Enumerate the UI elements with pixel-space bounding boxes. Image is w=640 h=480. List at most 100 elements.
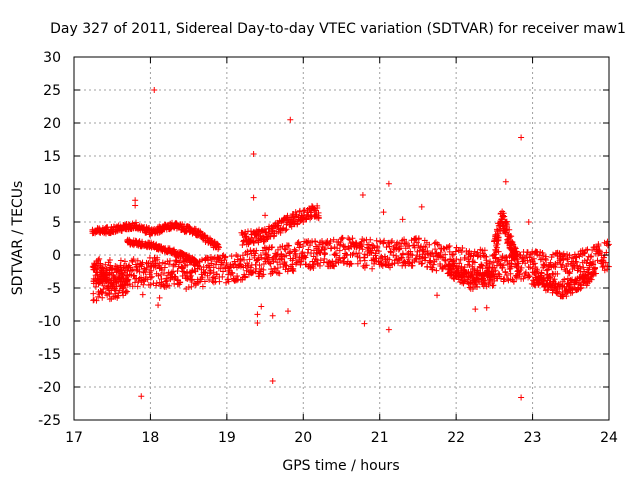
data-point	[188, 269, 195, 276]
data-point	[459, 244, 466, 251]
data-point	[581, 249, 588, 256]
data-point	[383, 244, 390, 251]
data-point	[540, 252, 547, 259]
data-point	[512, 244, 519, 251]
data-point	[442, 251, 449, 258]
data-point	[587, 275, 594, 282]
data-point	[237, 255, 244, 262]
data-point	[247, 247, 254, 254]
data-point	[322, 245, 329, 252]
data-point	[98, 264, 105, 271]
data-point	[249, 236, 256, 243]
data-point	[90, 290, 97, 297]
data-point	[321, 251, 328, 258]
data-point	[153, 280, 160, 287]
data-point	[496, 260, 503, 267]
data-point	[337, 239, 344, 246]
data-point	[525, 274, 532, 281]
data-point	[213, 271, 220, 278]
data-point	[380, 209, 387, 216]
data-point	[514, 251, 521, 258]
data-point	[269, 244, 276, 251]
data-point	[103, 266, 110, 273]
x-axis-label: GPS time / hours	[282, 458, 399, 474]
data-point	[495, 234, 502, 241]
data-point	[315, 214, 322, 221]
data-point	[216, 244, 223, 251]
data-point	[416, 247, 423, 254]
data-point	[268, 244, 275, 251]
data-point	[305, 246, 312, 253]
data-point	[250, 194, 257, 201]
data-point	[215, 243, 222, 250]
data-point	[458, 274, 465, 281]
data-point	[436, 242, 443, 249]
data-point	[158, 275, 165, 282]
data-point	[192, 268, 199, 275]
data-point	[472, 306, 479, 313]
data-point	[188, 277, 195, 284]
data-point	[471, 259, 478, 266]
data-point	[419, 260, 426, 267]
data-point	[282, 227, 289, 234]
data-point	[367, 236, 374, 243]
data-point	[188, 283, 195, 290]
y-tick-label: 25	[43, 83, 61, 99]
data-point	[123, 264, 130, 271]
data-point	[308, 250, 315, 257]
data-point	[331, 251, 338, 258]
y-tick-labels: -25 -20 -15 -10 -5 0 5 10 15 20 25 30	[38, 50, 61, 429]
data-point	[299, 249, 306, 256]
data-point	[426, 241, 433, 248]
data-point	[389, 237, 396, 244]
data-point	[369, 242, 376, 249]
data-point	[139, 291, 146, 298]
data-point	[491, 277, 498, 284]
data-point	[377, 238, 384, 245]
data-point	[136, 268, 143, 275]
data-point	[255, 239, 262, 246]
data-point	[242, 274, 249, 281]
data-point	[492, 248, 499, 255]
data-point	[187, 272, 194, 279]
data-point	[544, 286, 551, 293]
data-point	[317, 257, 324, 264]
data-point	[234, 253, 241, 260]
data-point	[523, 253, 530, 260]
data-point	[328, 245, 335, 252]
data-point	[124, 288, 131, 295]
data-point	[431, 240, 438, 247]
data-point	[122, 287, 129, 294]
data-point	[337, 242, 344, 249]
x-tick-label: 17	[65, 430, 83, 446]
data-point	[368, 249, 375, 256]
data-point	[369, 265, 376, 272]
data-point	[283, 252, 290, 259]
data-point	[398, 255, 405, 262]
data-point	[490, 282, 497, 289]
data-point	[272, 265, 279, 272]
data-point	[450, 264, 457, 271]
data-point	[348, 260, 355, 267]
data-point	[491, 273, 498, 280]
data-point	[572, 276, 579, 283]
data-point	[276, 270, 283, 277]
data-point	[473, 284, 480, 291]
data-point	[134, 283, 141, 290]
data-point	[206, 276, 213, 283]
data-point	[474, 253, 481, 260]
data-point	[372, 250, 379, 257]
data-point	[241, 256, 248, 263]
data-point	[208, 260, 215, 267]
data-point	[588, 276, 595, 283]
data-point	[514, 260, 521, 267]
data-point	[554, 270, 561, 277]
data-point	[168, 269, 175, 276]
data-point	[124, 272, 131, 279]
data-point	[174, 268, 181, 275]
data-point	[312, 256, 319, 263]
data-point	[140, 281, 147, 288]
data-point	[373, 237, 380, 244]
data-point	[398, 243, 405, 250]
data-point	[117, 279, 124, 286]
